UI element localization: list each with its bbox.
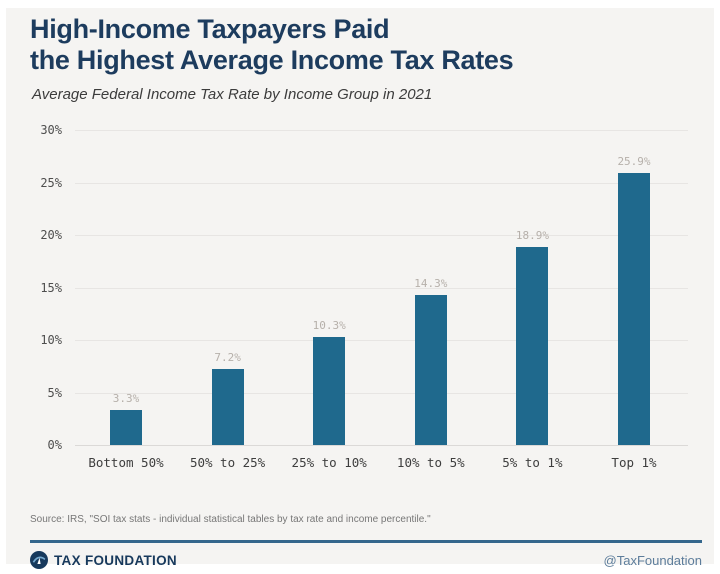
bar-value-label: 25.9% [617,155,651,169]
y-tick-label: 25% [40,175,62,190]
gridline [75,182,688,184]
y-tick-label: 20% [40,228,62,242]
y-tick-label: 0% [47,438,62,452]
bar-5-to-1- [516,246,549,445]
y-tick-label: 5% [47,385,62,400]
twitter-handle: @TaxFoundation [603,552,702,568]
bar-top-1- [618,173,650,445]
bar-50-to-25- [211,369,244,445]
bar-value-label: 10.3% [312,318,346,332]
bar-bottom-50- [110,410,142,445]
footer-brand-row: TAX FOUNDATION @TaxFoundation [30,550,702,570]
tax-foundation-logo-icon [30,551,48,569]
bar-chart: 0% 5% 10% 15% 20% 25% 30% 3.3% Bottom 50% 7.2% 50%… [6,8,714,564]
x-category-label: 5% to 1% [502,455,563,470]
gridline [75,287,688,289]
gridline [75,392,688,394]
x-category-label: 25% to 10% [291,455,367,470]
source-note: Source: IRS, "SOI tax stats - individual… [30,514,431,525]
gridline [75,445,688,446]
bar-value-label: 14.3% [414,276,448,290]
y-tick-label: 10% [40,333,62,347]
page-title: High-Income Taxpayers Paid the Highest A… [30,14,514,76]
gridline [75,130,688,131]
chart-card: High-Income Taxpayers Paid the Highest A… [6,8,714,569]
x-category-label: Bottom 50% [88,455,164,470]
y-tick-label: 15% [40,280,62,295]
bar-25-to-10- [313,336,346,445]
title-line-2: the Highest Average Income Tax Rates [30,45,514,75]
x-category-label: 10% to 5% [396,455,465,470]
bar-10-to-5- [414,294,447,445]
title-line-1: High-Income Taxpayers Paid [30,14,390,44]
gridline [75,340,688,341]
x-category-label: Top 1% [611,455,657,470]
y-tick-label: 30% [40,123,62,137]
chart-subtitle: Average Federal Income Tax Rate by Incom… [32,86,433,103]
footer-divider [30,540,702,543]
tax-foundation-wordmark: TAX FOUNDATION [54,552,177,568]
bar-value-label: 7.2% [214,351,241,365]
gridline [75,235,688,236]
x-category-label: 50% to 25% [189,455,266,470]
bar-value-label: 18.9% [515,228,549,242]
bar-value-label: 3.3% [112,392,140,406]
